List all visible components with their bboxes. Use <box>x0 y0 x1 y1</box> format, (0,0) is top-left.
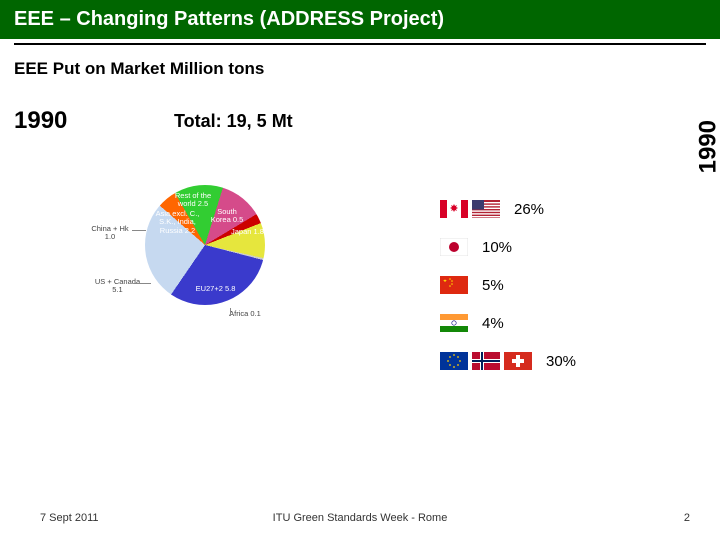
pie-chart: Rest of the world 2.5 Asia excl. C., S.K… <box>90 170 280 320</box>
year-right-label: 1990 <box>694 120 720 173</box>
pie-label: US + Canada 5.1 <box>90 278 145 295</box>
legend-pct: 10% <box>482 239 512 256</box>
footer-date: 7 Sept 2011 <box>40 512 99 524</box>
year-left-label: 1990 <box>14 107 94 135</box>
pie-label: Rest of the world 2.5 <box>168 192 218 209</box>
eu-flag-icon <box>440 352 468 370</box>
legend-row: 5% <box>440 276 690 294</box>
pie-label: South Korea 0.5 <box>207 208 247 225</box>
japan-flag-icon <box>440 238 468 256</box>
canada-flag-icon <box>440 200 468 218</box>
main-row: 1990 Total: 19, 5 Mt <box>0 107 720 135</box>
pie-label: Japan 1.8 <box>230 228 265 236</box>
norway-flag-icon <box>472 352 500 370</box>
pie-label: China + Hk 1.0 <box>90 225 130 242</box>
china-flag-icon <box>440 276 468 294</box>
india-flag-icon <box>440 314 468 332</box>
legend-pct: 26% <box>514 201 544 218</box>
legend: 26% 10% 5% 4% 30% <box>440 200 690 390</box>
pie-label: Africa 0.1 <box>225 310 265 318</box>
total-label: Total: 19, 5 Mt <box>174 111 293 132</box>
pie-label: EU27+2 5.8 <box>193 285 238 293</box>
slide-subtitle: EEE Put on Market Million tons <box>0 45 720 79</box>
switzerland-flag-icon <box>504 352 532 370</box>
footer-page-number: 2 <box>684 512 690 524</box>
legend-row: 10% <box>440 238 690 256</box>
slide-title: EEE – Changing Patterns (ADDRESS Project… <box>0 0 720 39</box>
legend-row: 4% <box>440 314 690 332</box>
footer: 7 Sept 2011 ITU Green Standards Week - R… <box>0 512 720 524</box>
legend-row: 30% <box>440 352 690 370</box>
callout-line <box>135 283 151 284</box>
legend-pct: 5% <box>482 277 504 294</box>
footer-center: ITU Green Standards Week - Rome <box>273 512 448 524</box>
usa-flag-icon <box>472 200 500 218</box>
legend-row: 26% <box>440 200 690 218</box>
pie-label: Asia excl. C., S.K., India, Russia 2.2 <box>150 210 205 235</box>
callout-line <box>230 308 231 316</box>
legend-pct: 30% <box>546 353 576 370</box>
legend-pct: 4% <box>482 315 504 332</box>
callout-line <box>132 230 146 231</box>
